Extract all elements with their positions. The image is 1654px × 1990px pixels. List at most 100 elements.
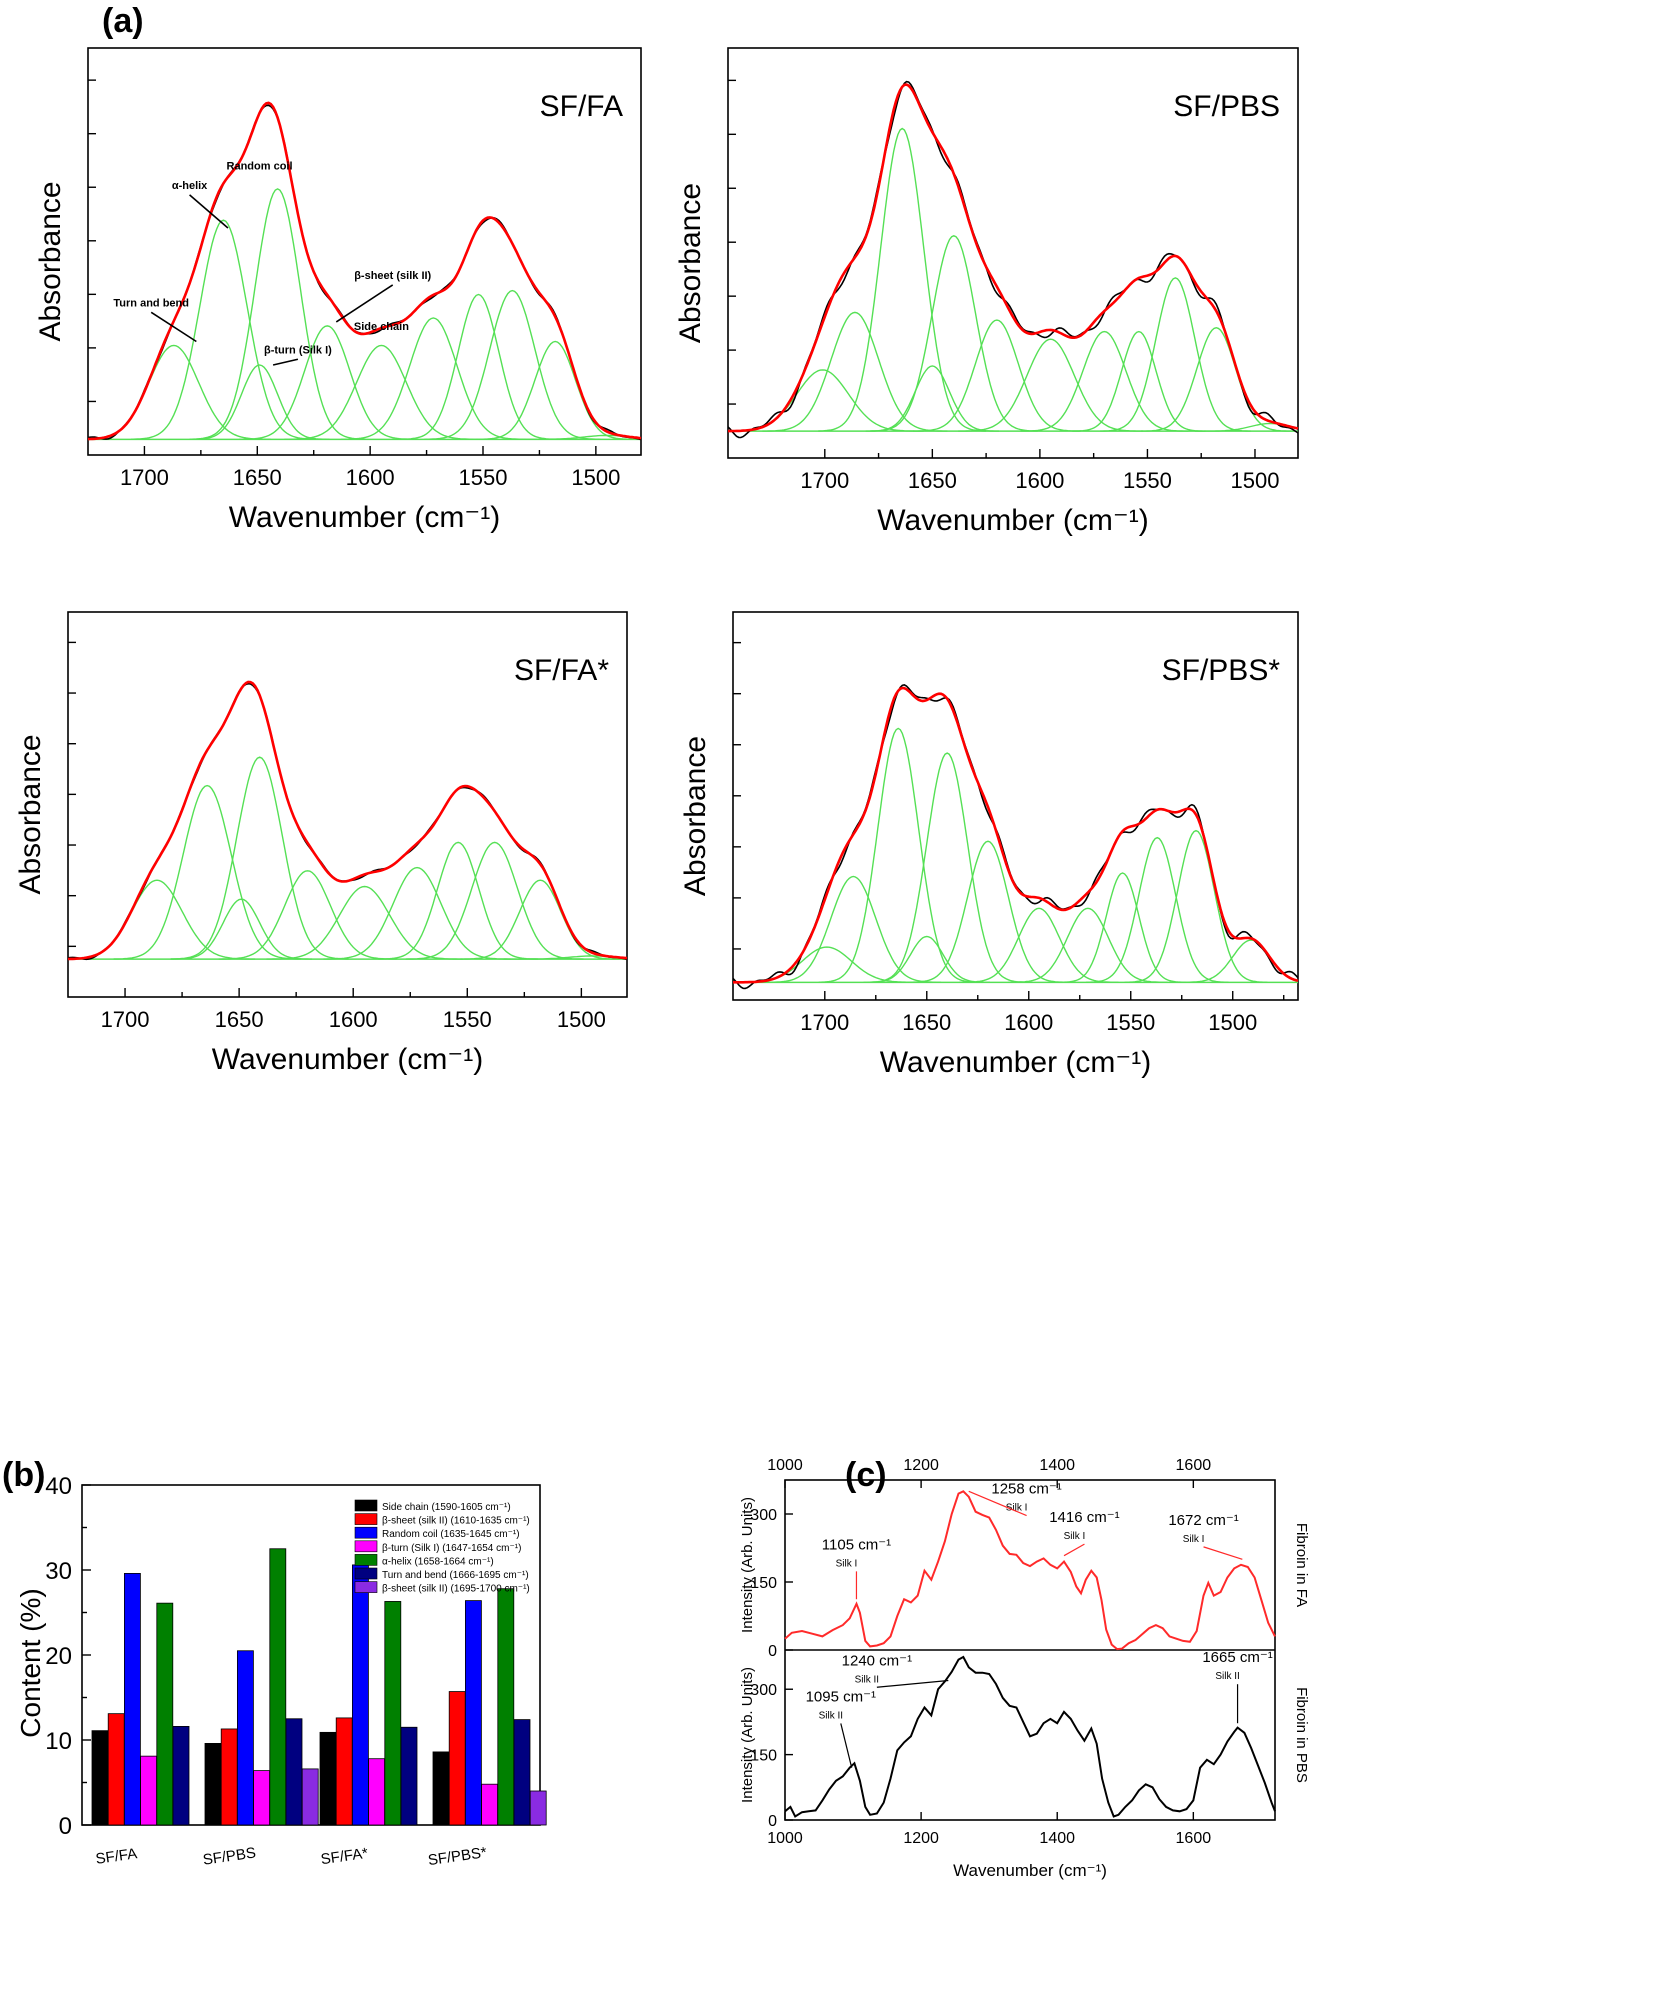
component-peak-8 [378,841,539,960]
y-tick-label: 40 [45,1473,72,1500]
x-tick-label: 1500 [1231,468,1280,493]
bar [91,1730,109,1826]
peak-annotation-sub: Silk I [1064,1531,1086,1542]
peak-annotation: 1105 cm⁻¹ [822,1536,891,1553]
legend-entry: Side chain (1590-1605 cm⁻¹) [382,1502,511,1513]
panel-title: SF/PBS* [1162,654,1281,687]
legend-entry: β-turn (Silk I) (1647-1654 cm⁻¹) [382,1543,521,1554]
component-peak-10 [1085,836,1229,983]
component-peak-10 [1100,277,1251,432]
legend-swatch [354,1581,378,1593]
y-tick-label: 150 [750,1575,777,1592]
component-peak-2 [765,875,942,983]
bar [513,1719,531,1826]
spectrum-panel-sf-pbs-star: 1700 1650 1600 1550 1500 Wavenumber (cm⁻¹) Abs… [679,611,1299,1079]
annotation-pointer [1203,1546,1243,1560]
x-tick-label: 1550 [1106,1010,1155,1035]
fit-envelope [728,83,1299,433]
peak-annotation: 1095 cm⁻¹ [806,1688,876,1705]
x-axis-title: Wavenumber (cm⁻¹) [953,1861,1107,1880]
component-peak-7 [958,338,1144,432]
x-tick-label: 1000 [767,1830,803,1847]
bar [204,1743,222,1826]
component-peak-5 [218,870,397,960]
component-peak-1 [67,879,256,960]
y-axis-title: Absorbance [14,734,47,894]
component-peak-12 [1179,939,1299,983]
annotation-pointer [189,194,229,229]
bar [400,1726,418,1826]
x-tick-label: 1550 [443,1007,492,1032]
bar [172,1726,190,1826]
bar [368,1758,386,1826]
component-peak-3 [818,727,978,983]
component-peak-9 [405,841,584,960]
x-tick-label-top: 1600 [1176,1457,1212,1474]
x-tick-label: 1700 [800,1010,849,1035]
bar-group-2 [204,1548,319,1826]
component-peak-6 [284,344,479,440]
y-tick-label: 300 [750,1682,777,1699]
bar [319,1731,337,1826]
x-tick-label: 1550 [459,465,508,490]
x-tick-label-top: 1400 [1039,1457,1075,1474]
bar [384,1601,402,1826]
plot-frame [732,611,1299,1001]
measured-spectrum [727,80,1299,439]
peak-annotation-sub: Silk II [1215,1671,1239,1682]
category-label: SF/PBS [202,1844,257,1868]
component-peak-4 [865,365,999,432]
component-peak-6 [913,319,1081,432]
peak-annotation: 1240 cm⁻¹ [842,1652,912,1669]
category-label: SF/FA* [320,1845,370,1868]
component-peak-3 [818,127,987,432]
legend-entry: Turn and bend (1666-1695 cm⁻¹) [382,1570,529,1581]
component-peak-8 [399,293,558,440]
component-peak-7 [959,907,1119,983]
bar-group-4 [432,1588,547,1826]
bar [432,1751,450,1826]
plot-frame [67,611,628,998]
bar [269,1548,287,1826]
y-axis-title: Intensity (Arb. Units) [739,1497,756,1633]
peak-annotation: Side chain [354,321,409,333]
bar [497,1588,515,1826]
x-tick-label: 1600 [1015,468,1064,493]
bar [335,1717,353,1826]
component-peak-7 [323,866,511,960]
component-peak-6 [908,840,1068,983]
spectrum-panel-sf-fa: 1700 1650 1600 1550 1500 Wavenumber (cm⁻¹) Abs… [34,47,642,534]
x-tick-label: 1600 [329,1007,378,1032]
component-peak-1 [733,946,923,983]
component-peak-9 [424,289,601,440]
bar-group-1 [91,1573,190,1826]
component-peak-8 [1020,330,1189,432]
peak-annotation: β-sheet (silk II) [354,270,431,282]
bar [107,1713,125,1826]
annotation-pointer [150,311,197,343]
legend-entry: β-sheet (silk II) (1610-1635 cm⁻¹) [382,1516,530,1527]
peak-annotation: 1416 cm⁻¹ [1049,1509,1119,1526]
y-tick-label: 0 [59,1813,72,1840]
spectrum-panel-sf-fa-star: 1700 1650 1600 1550 1500 Wavenumber (cm⁻¹) Abs… [14,611,628,1076]
y-tick-label: 10 [45,1728,72,1755]
panel-label-c: (c) [845,1456,887,1494]
category-label: SF/FA [95,1845,139,1868]
x-tick-label: 1600 [1004,1010,1053,1035]
component-peak-2 [130,219,316,440]
peak-annotation-sub: Silk II [855,1674,879,1685]
y-tick-label: 30 [45,1558,72,1585]
peak-annotation: 1258 cm⁻¹ [991,1481,1061,1498]
panel-label-a: (a) [102,2,144,40]
fit-envelope [67,680,628,961]
peak-annotation: Turn and bend [113,297,189,309]
component-peak-8 [1008,907,1168,983]
bar [529,1790,547,1826]
component-peak-5 [239,325,416,440]
y-axis-title: Content (%) [15,1588,46,1737]
annotation-pointer [1063,1543,1085,1557]
y-axis-title: Absorbance [34,181,67,341]
component-peak-3 [189,364,330,440]
annotation-pointer [335,284,394,323]
